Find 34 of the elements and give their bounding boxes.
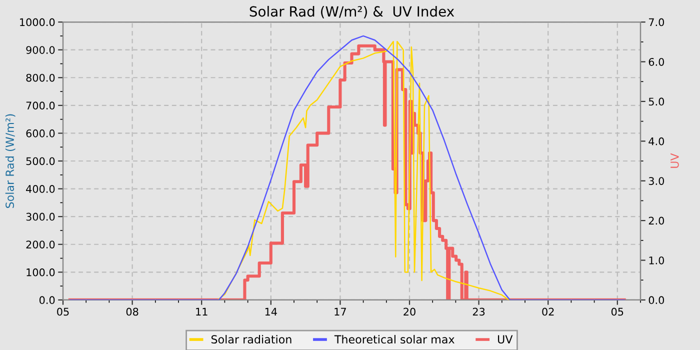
x-tick-label: 11	[196, 308, 208, 316]
y2-tick-label: 3.0	[648, 177, 664, 185]
x-tick-label: 05	[57, 308, 69, 316]
y-tick-label: 0.0	[39, 296, 55, 304]
x-tick-label: 17	[334, 308, 346, 316]
y-tick-label: 300.0	[26, 212, 55, 221]
y-tick-label: 1000.0	[20, 18, 55, 26]
x-tick-label: 14	[265, 308, 277, 316]
y-tick-label: 400.0	[26, 185, 55, 193]
x-tick-label: 23	[472, 308, 485, 316]
y2-tick-label: 2.0	[648, 216, 664, 225]
y2-tick-label: 7.0	[648, 18, 664, 26]
legend-label: UV	[498, 335, 513, 344]
chart-title: Solar Rad (W/m²) & UV Index	[250, 6, 454, 18]
y-tick-label: 200.0	[26, 240, 55, 248]
y2-tick-label: 5.0	[648, 98, 664, 106]
y-axis-title: Solar Rad (W/m²)	[5, 114, 16, 208]
x-tick-label: 20	[404, 308, 416, 316]
x-tick-label: 05	[611, 308, 624, 316]
y-tick-label: 600.0	[26, 129, 55, 138]
x-tick-label: 08	[126, 308, 138, 316]
y-tick-label: 900.0	[26, 46, 55, 54]
y2-tick-label: 1.0	[649, 256, 664, 264]
y-tick-label: 100.0	[26, 268, 55, 276]
x-tick-label: 02	[542, 308, 554, 316]
y2-tick-label: 6.0	[648, 58, 664, 66]
y-tick-label: 500.0	[26, 157, 55, 166]
legend-label: Solar radiation	[211, 334, 292, 344]
y2-axis-title: UV	[670, 153, 679, 168]
y2-tick-label: 4.0	[648, 137, 664, 146]
legend-label: Theoretical solar max	[334, 334, 454, 344]
y-tick-label: 800.0	[26, 74, 55, 82]
y-tick-label: 700.0	[26, 102, 55, 110]
y2-tick-label: 0.0	[648, 296, 664, 304]
